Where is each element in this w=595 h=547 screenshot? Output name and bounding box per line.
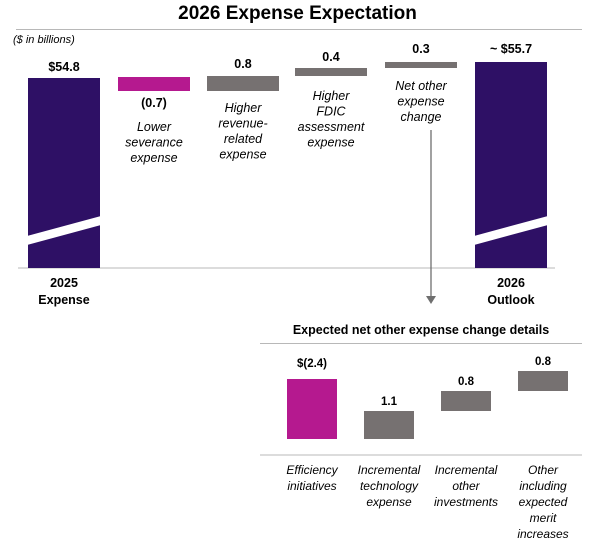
category-label: 2026 [497,276,525,290]
detail-category-label: other [452,479,480,493]
axis-break-mark [27,216,101,245]
detail-category-label: Incremental [358,463,421,477]
detail-category-label: technology [360,479,419,493]
data-label: 0.4 [322,50,339,64]
detail-data-label: 1.1 [381,396,398,408]
category-label: change [400,110,441,124]
category-label: expense [219,148,266,162]
detail-category-label: Incremental [435,463,498,477]
axis-break-mark [474,216,548,245]
detail-title-divider [260,343,582,344]
chart-title: 2026 Expense Expectation [178,3,417,24]
detail-bar [364,411,414,439]
category-label: Expense [38,293,89,307]
detail-bar [441,391,491,411]
detail-category-label: including [519,479,567,493]
title-divider [16,29,582,30]
detail-bar [287,379,337,439]
category-label: expense [307,136,354,150]
data-label: $54.8 [48,60,79,74]
category-label: expense [397,95,444,109]
category-label: Lower [137,120,172,134]
data-label: (0.7) [141,96,167,110]
category-label: assessment [298,120,365,134]
data-label: 0.3 [412,42,429,56]
bar-delta [118,77,190,91]
detail-data-label: 0.8 [535,356,552,368]
detail-category-label: Other [528,463,559,477]
bar-delta [385,62,457,68]
category-label: Higher [225,101,263,115]
bar-delta [207,76,279,91]
bar-delta [295,68,367,76]
category-label: FDIC [316,105,346,119]
data-label: ~ $55.7 [490,42,532,56]
connector-arrow-head [426,296,436,304]
category-label: Outlook [487,293,534,307]
detail-chart-title: Expected net other expense change detail… [292,323,550,337]
detail-category-label: merit [530,511,557,525]
category-label: Higher [313,89,351,103]
detail-category-label: initiatives [287,479,336,493]
units-note: ($ in billions) [13,34,75,46]
category-label: severance [125,136,183,150]
category-label: Net other [395,79,447,93]
detail-category-label: expense [366,495,412,509]
detail-bar [518,371,568,391]
detail-data-label: 0.8 [458,376,475,388]
category-label: revenue- [218,117,267,131]
detail-category-label: expected [519,495,568,509]
detail-data-label: $(2.4) [297,358,327,370]
detail-category-label: increases [517,527,568,541]
detail-category-label: Efficiency [286,463,338,477]
category-label: expense [130,151,177,165]
category-label: 2025 [50,276,78,290]
category-label: related [224,132,263,146]
data-label: 0.8 [234,57,251,71]
detail-category-label: investments [434,495,498,509]
